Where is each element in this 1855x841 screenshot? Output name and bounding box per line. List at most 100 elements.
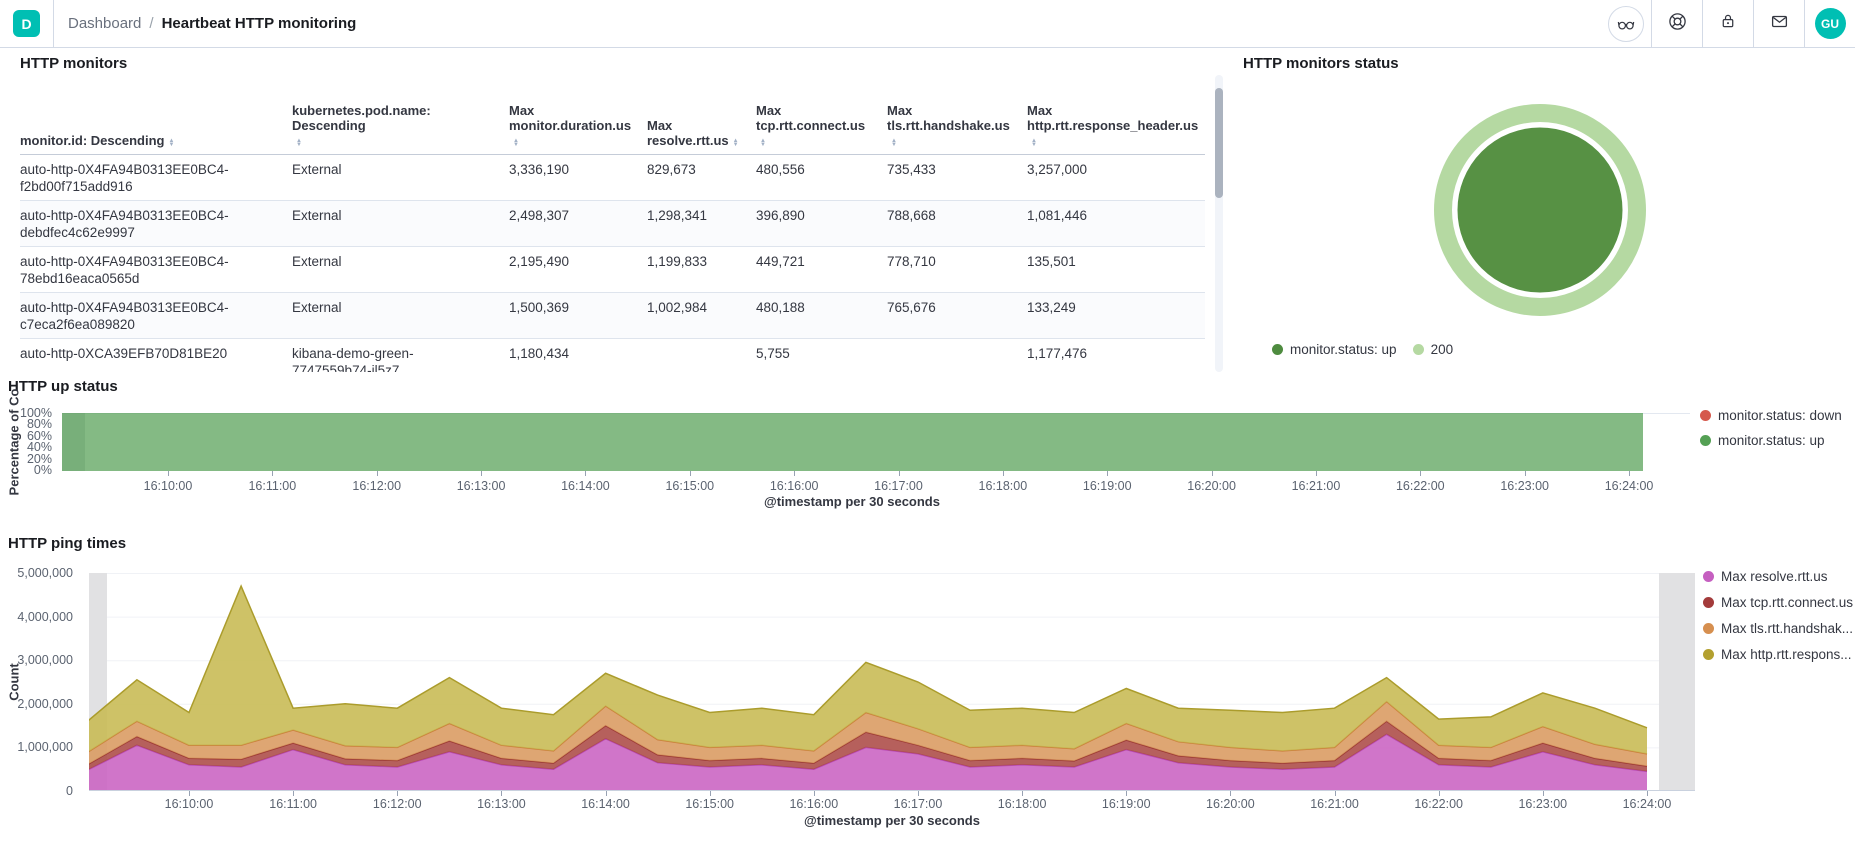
up-x-tickmark — [1211, 471, 1213, 476]
ping-y-tick-label: 4,000,000 — [17, 609, 73, 624]
table-cell: External — [292, 162, 342, 177]
sort-arrows-icon: ▲ ▼ — [891, 138, 897, 148]
ping-x-tickmark — [1542, 791, 1544, 796]
http-monitors-table: monitor.id: Descending ▲ ▼ kubernetes.pod.n… — [20, 95, 1205, 372]
legend-item-max-tls-rtt-handshake-us[interactable]: Max tls.rtt.handshak... — [1703, 621, 1853, 636]
table-cell: 5,755 — [756, 346, 790, 361]
ping-x-tick-label: 16:12:00 — [372, 797, 422, 811]
ping-x-tick-label: 16:23:00 — [1518, 797, 1568, 811]
up-y-tick-label: 100% — [20, 406, 52, 420]
notifications-button[interactable] — [1754, 0, 1804, 47]
table-cell: 765,676 — [887, 300, 936, 315]
ping-x-tick-label: 16:19:00 — [1101, 797, 1151, 811]
user-menu-button[interactable]: GU — [1805, 0, 1855, 47]
ping-y-tick-label: 5,000,000 — [17, 566, 73, 580]
table-cell: 1,500,369 — [509, 300, 570, 315]
divider — [1753, 0, 1754, 47]
column-header-prefix: Max — [1027, 103, 1053, 118]
column-header-5-sort-button[interactable]: Max tcp.rtt.connect.us ▲ ▼ — [756, 95, 887, 154]
column-header-7-sort-button[interactable]: Max http.rtt.response_header.us ▲ ▼ — [1027, 95, 1205, 154]
legend-label: Max resolve.rtt.us — [1721, 569, 1828, 584]
app-logo[interactable]: D — [13, 10, 40, 37]
up-x-tickmark — [168, 471, 169, 476]
column-header-prefix: Max — [509, 103, 535, 118]
up-x-tickmark — [272, 471, 274, 476]
legend-item-200[interactable]: 200 — [1412, 342, 1453, 357]
column-header-4-sort-button[interactable]: Max resolve.rtt.us ▲ ▼ — [647, 95, 756, 154]
column-header-prefix: Max — [887, 103, 913, 118]
table-cell — [887, 339, 1027, 372]
view-mode-button[interactable] — [1601, 0, 1651, 47]
divider — [1651, 0, 1652, 47]
column-header-2-sort-button[interactable]: kubernetes.pod.name: Descending ▲ ▼ — [292, 95, 509, 154]
table-cell: auto-http-0X4FA94B0313EE0BC4-78ebd16eaca… — [20, 254, 229, 286]
table-row[interactable]: auto-http-0X4FA94B0313EE0BC4-c7eca2f6ea0… — [20, 293, 1205, 339]
up-y-tick-label: 40% — [26, 440, 52, 455]
column-header-label: tls.rtt.handshake.us ▲ ▼ — [887, 118, 1010, 148]
up-status-area-chart[interactable] — [62, 413, 1690, 471]
help-button[interactable] — [1652, 0, 1702, 47]
column-header-label: monitor.duration.us ▲ ▼ — [509, 118, 632, 148]
ping-chart-legend: Max resolve.rtt.us Max tcp.rtt.connect.us… — [1703, 569, 1853, 662]
up-x-tick-label: 16:24:00 — [1604, 479, 1654, 493]
ping-y-tick-label: 2,000,000 — [17, 696, 73, 711]
ping-chart-y-axis-label: Count — [6, 663, 22, 701]
legend-dot — [1272, 344, 1283, 355]
legend-item-max-http-rtt-response-header-us[interactable]: Max http.rtt.respons... — [1703, 647, 1853, 662]
table-cell: 1,298,341 — [647, 208, 708, 223]
table-row[interactable]: auto-http-0X4FA94B0313EE0BC4-f2bd00f715a… — [20, 155, 1205, 201]
monitors-status-donut-chart[interactable] — [1404, 74, 1676, 346]
breadcrumb-dashboard[interactable]: Dashboard — [68, 15, 142, 32]
legend-item-max-tcp-rtt-connect-us[interactable]: Max tcp.rtt.connect.us — [1703, 595, 1853, 610]
mail-icon — [1770, 12, 1789, 36]
ping-x-tick-label: 16:13:00 — [477, 797, 526, 811]
ping-x-tick-label: 16:10:00 — [164, 797, 214, 811]
ping-y-tick-label: 0 — [66, 784, 73, 798]
table-scrollbar[interactable] — [1215, 75, 1223, 372]
table-body: auto-http-0X4FA94B0313EE0BC4-f2bd00f715a… — [20, 155, 1205, 372]
table-cell: 1,081,446 — [1027, 208, 1088, 223]
column-header-3-sort-button[interactable]: Max monitor.duration.us ▲ ▼ — [509, 95, 647, 154]
ping-x-tickmark — [1334, 791, 1336, 796]
up-x-tick-label: 16:19:00 — [1082, 479, 1132, 493]
column-header-prefix: Max — [647, 118, 673, 133]
legend-dot — [1703, 649, 1714, 660]
divider — [53, 0, 54, 47]
up-x-tick-label: 16:11:00 — [248, 479, 297, 493]
legend-item-max-resolve-rtt-us[interactable]: Max resolve.rtt.us — [1703, 569, 1853, 584]
ping-x-tickmark — [813, 791, 815, 796]
up-x-tickmark — [1002, 471, 1004, 476]
ping-y-tick-label: 3,000,000 — [17, 653, 73, 668]
sort-arrows-icon: ▲ ▼ — [732, 138, 739, 148]
divider — [1804, 0, 1805, 47]
legend-item-monitor-status-up[interactable]: monitor.status: up — [1272, 342, 1397, 357]
top-navigation-bar: D Dashboard / Heartbeat HTTP monitoring — [0, 0, 1855, 48]
table-row[interactable]: auto-http-0XCA39EFB70D81BE20 kibana-demo-… — [20, 339, 1205, 372]
column-header-6-sort-button[interactable]: Max tls.rtt.handshake.us ▲ ▼ — [887, 95, 1027, 154]
legend-item-monitor-status-down[interactable]: monitor.status: down — [1700, 408, 1842, 423]
table-row[interactable]: auto-http-0X4FA94B0313EE0BC4-debdfec4c62… — [20, 201, 1205, 247]
up-x-tick-label: 16:23:00 — [1500, 479, 1549, 493]
legend-dot — [1703, 571, 1714, 582]
ping-times-area-chart[interactable] — [89, 573, 1695, 791]
ping-x-tickmark — [709, 791, 711, 796]
table-row[interactable]: auto-http-0X4FA94B0313EE0BC4-78ebd16eaca… — [20, 247, 1205, 293]
ping-x-tickmark — [293, 791, 295, 796]
security-button[interactable] — [1703, 0, 1753, 47]
up-x-tick-label: 16:16:00 — [769, 479, 819, 493]
table-cell: 778,710 — [887, 254, 936, 269]
legend-item-monitor-status-up[interactable]: monitor.status: up — [1700, 433, 1842, 448]
table-scrollbar-thumb[interactable] — [1215, 88, 1223, 198]
up-x-tick-label: 16:20:00 — [1187, 479, 1236, 493]
up-x-tick-label: 16:12:00 — [352, 479, 402, 493]
up-y-tick-label: 60% — [26, 428, 52, 443]
breadcrumb-current-page: Heartbeat HTTP monitoring — [161, 15, 357, 32]
legend-dot — [1412, 344, 1424, 355]
up-chart-legend: monitor.status: down monitor.status: up — [1700, 408, 1842, 448]
up-x-tickmark — [1107, 471, 1109, 476]
column-header-1-sort-button[interactable]: monitor.id: Descending ▲ ▼ — [20, 95, 292, 154]
ping-x-tickmark — [397, 791, 399, 796]
avatar: GU — [1814, 8, 1846, 39]
table-cell: 1,180,434 — [509, 346, 570, 361]
glasses-icon — [1608, 5, 1644, 42]
